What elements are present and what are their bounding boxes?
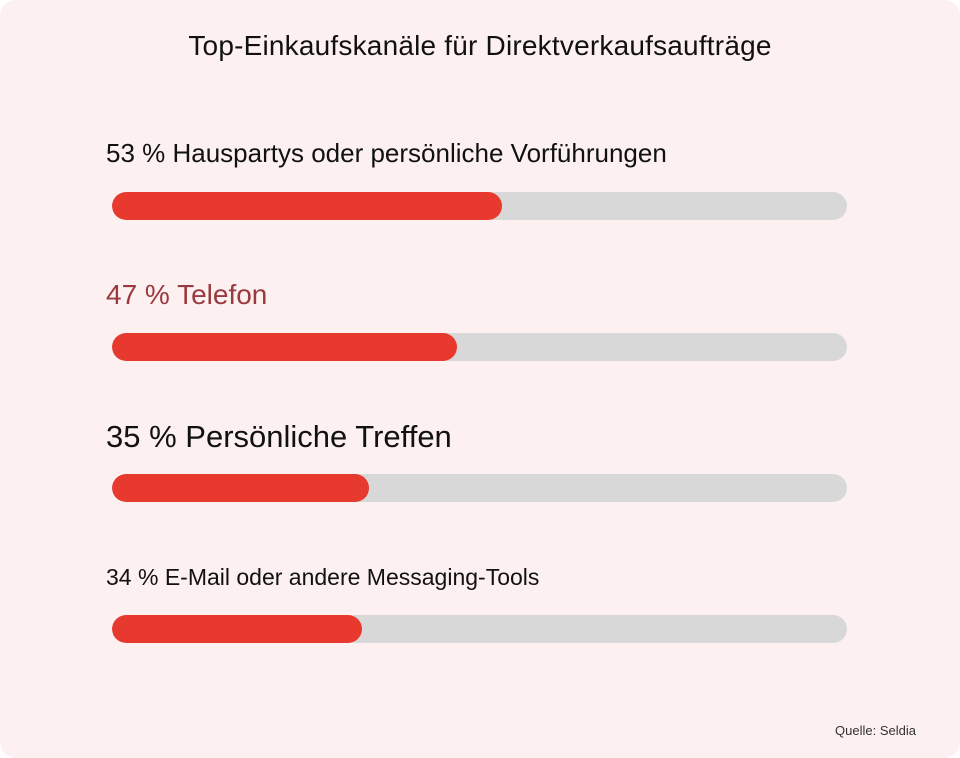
bar-track-4 — [112, 615, 847, 643]
bar-label-1: 53 % Hauspartys oder persönliche Vorführ… — [106, 138, 667, 168]
bar-label-4: 34 % E-Mail oder andere Messaging-Tools — [106, 564, 540, 590]
chart-title: Top-Einkaufskanäle für Direktverkaufsauf… — [188, 30, 772, 61]
bar-fill-1 — [112, 192, 502, 220]
bar-fill-4 — [112, 615, 362, 643]
source-note: Quelle: Seldia — [835, 723, 916, 738]
bar-label-2: 47 % Telefon — [106, 279, 268, 310]
bar-fill-3 — [112, 474, 370, 502]
bar-track-1 — [112, 192, 847, 220]
bar-track-2 — [112, 333, 847, 361]
bar-label-3: 35 % Persönliche Treffen — [106, 419, 452, 454]
bar-fill-2 — [112, 333, 458, 361]
bar-track-3 — [112, 474, 847, 502]
